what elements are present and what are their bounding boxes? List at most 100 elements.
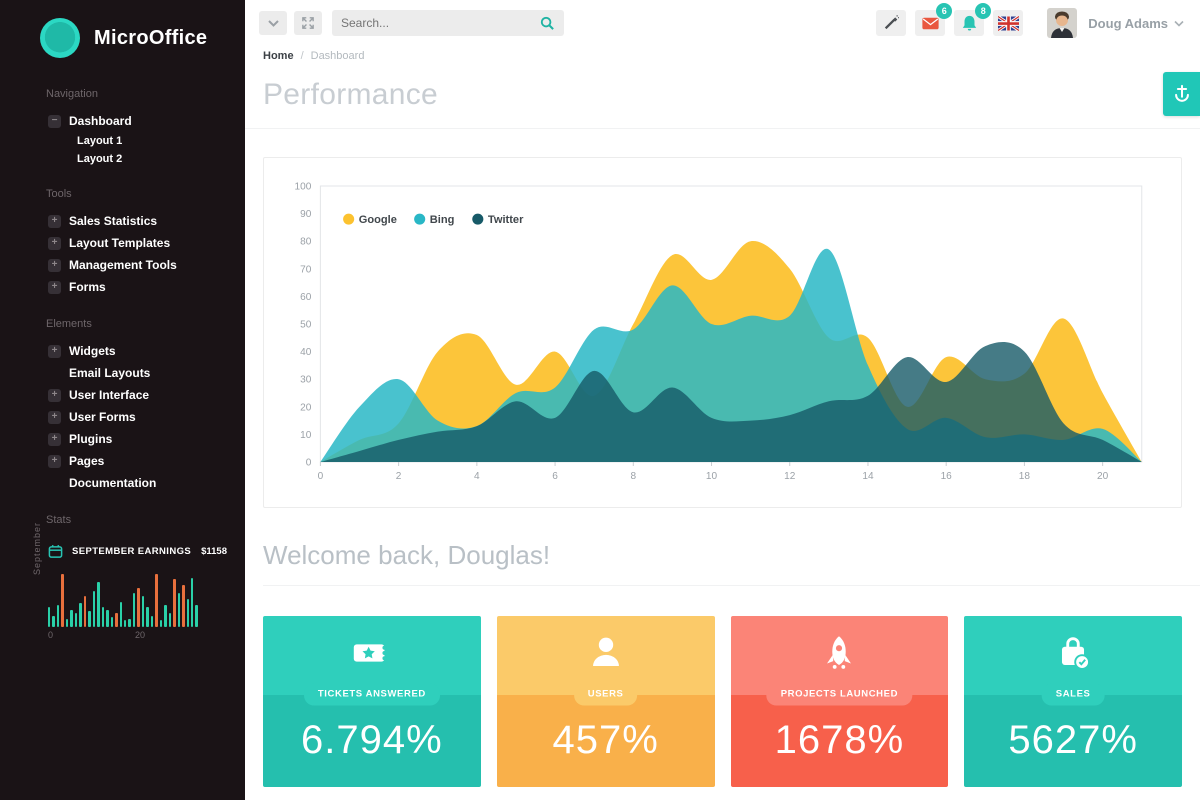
legend-dot-bing bbox=[414, 213, 426, 225]
y-axis-tick-label: 0 bbox=[306, 458, 312, 469]
y-axis-tick-label: 30 bbox=[300, 375, 312, 386]
envelope-icon bbox=[922, 17, 939, 29]
sidebar-item-widgets[interactable]: + Widgets bbox=[0, 340, 245, 362]
breadcrumb-current: Dashboard bbox=[310, 50, 365, 62]
main-content: 6 8 bbox=[245, 0, 1200, 800]
uk-flag-icon bbox=[997, 15, 1019, 31]
stat-card-projects-launched[interactable]: 1678% PROJECTS LAUNCHED bbox=[730, 616, 949, 787]
search-input[interactable] bbox=[341, 16, 540, 30]
sidebar-item-label: User Interface bbox=[69, 388, 150, 402]
sidebar-item-forms[interactable]: + Forms bbox=[0, 276, 245, 298]
sidebar-subitem-layout-2[interactable]: Layout 2 bbox=[77, 153, 123, 165]
search-icon[interactable] bbox=[540, 16, 555, 31]
sidebar-section-title-stats: Stats bbox=[46, 514, 72, 526]
fullscreen-button[interactable] bbox=[294, 11, 322, 35]
sparkline-bar bbox=[150, 615, 154, 627]
sidebar-item-documentation[interactable]: +Documentation bbox=[0, 472, 245, 494]
expand-icon[interactable]: + bbox=[48, 388, 61, 402]
sidebar-item-label: Widgets bbox=[69, 344, 116, 358]
app-title: MicroOffice bbox=[94, 26, 208, 49]
ticket-icon bbox=[349, 630, 395, 681]
sidebar-item-email-layouts[interactable]: +Email Layouts bbox=[0, 362, 245, 384]
x-axis-tick-label: 0 bbox=[318, 471, 324, 482]
sparkline-bar bbox=[61, 573, 64, 627]
sparkline-bar bbox=[146, 607, 149, 627]
expand-icon[interactable]: + bbox=[48, 454, 61, 468]
x-axis-tick-label: 14 bbox=[862, 471, 874, 482]
notifications-button[interactable]: 8 bbox=[954, 3, 992, 36]
sidebar-section-title-navigation: Navigation bbox=[46, 88, 98, 100]
stat-card-bottom: 5627% bbox=[964, 694, 1182, 787]
topbar: 6 8 bbox=[245, 0, 1200, 44]
sidebar-item-pages[interactable]: + Pages bbox=[0, 450, 245, 472]
expand-icon[interactable]: + bbox=[48, 432, 61, 446]
bag-check-icon bbox=[1050, 630, 1096, 681]
legend-label-twitter: Twitter bbox=[488, 214, 524, 226]
expand-icon[interactable]: + bbox=[48, 410, 61, 424]
sidebar-item-label: Documentation bbox=[69, 476, 157, 490]
welcome-divider bbox=[263, 585, 1200, 586]
sparkline-bar bbox=[182, 585, 185, 627]
stat-card-sales[interactable]: 5627% SALES bbox=[964, 616, 1182, 787]
sidebar-item-dashboard[interactable]: − Dashboard bbox=[0, 110, 245, 132]
legend-label-bing: Bing bbox=[430, 214, 455, 226]
sparkline-bar bbox=[123, 620, 127, 627]
expand-icon[interactable]: + bbox=[48, 214, 61, 228]
x-axis-tick-label: 8 bbox=[630, 471, 636, 482]
sparkline-bar bbox=[195, 604, 198, 627]
sparkline-bar bbox=[115, 613, 118, 627]
y-axis-tick-label: 20 bbox=[300, 402, 312, 413]
language-button[interactable] bbox=[993, 10, 1024, 36]
sparkline-bar bbox=[70, 610, 73, 627]
expand-icon[interactable]: + bbox=[48, 280, 61, 294]
stat-card-value: 5627% bbox=[1008, 718, 1138, 763]
sparkline-x-axis: 0 20 bbox=[48, 627, 198, 641]
breadcrumb-home[interactable]: Home bbox=[263, 50, 294, 62]
stat-card-label: USERS bbox=[573, 683, 638, 706]
logo[interactable]: MicroOffice bbox=[0, 0, 245, 68]
stat-card-bottom: 457% bbox=[496, 694, 715, 787]
collapse-menu-button[interactable] bbox=[259, 11, 287, 35]
user-chevron-down-icon bbox=[1174, 20, 1184, 27]
page-title-row: Performance bbox=[245, 66, 1200, 129]
sparkline-bar bbox=[177, 593, 181, 627]
collapse-icon[interactable]: − bbox=[48, 114, 61, 128]
performance-area-chart[interactable]: 0 10 20 30 40 50 60 70 80 90 100 0 2 4 6 8 10 12 14 16 18 20 G… bbox=[276, 174, 1169, 496]
expand-icon[interactable]: + bbox=[48, 236, 61, 250]
sidebar-item-label: Sales Statistics bbox=[69, 214, 158, 228]
sidebar-subitem-layout-1[interactable]: Layout 1 bbox=[77, 135, 123, 147]
stat-card-label: SALES bbox=[1041, 683, 1105, 706]
messages-button[interactable]: 6 bbox=[915, 3, 953, 36]
sparkline-bar bbox=[74, 613, 78, 627]
sparkline-bar bbox=[186, 599, 189, 627]
sparkline-bar bbox=[132, 593, 136, 627]
x-axis-tick-label: 2 bbox=[396, 471, 402, 482]
user-menu[interactable]: Doug Adams bbox=[1047, 8, 1184, 38]
sparkline-bar bbox=[88, 611, 91, 627]
stat-card-users[interactable]: 457% USERS bbox=[496, 616, 715, 787]
sidebar-item-plugins[interactable]: + Plugins bbox=[0, 428, 245, 450]
sidebar-section-title-tools: Tools bbox=[46, 188, 72, 200]
area-series-twitter bbox=[320, 342, 1142, 462]
legend-dot-google bbox=[343, 213, 355, 225]
welcome-heading: Welcome back, Douglas! bbox=[263, 540, 551, 570]
compose-button[interactable] bbox=[876, 10, 907, 36]
y-axis-tick-label: 100 bbox=[294, 182, 311, 193]
x-axis-tick-label: 20 bbox=[1097, 471, 1109, 482]
sparkline-bar bbox=[164, 604, 167, 627]
sidebar-item-label: Dashboard bbox=[69, 114, 132, 128]
sidebar-item-sales-statistics[interactable]: + Sales Statistics bbox=[0, 210, 245, 232]
sparkline-bar bbox=[128, 618, 131, 627]
expand-icon[interactable]: + bbox=[48, 258, 61, 272]
sidebar-item-layout-templates[interactable]: + Layout Templates bbox=[0, 232, 245, 254]
sidebar-item-user-forms[interactable]: + User Forms bbox=[0, 406, 245, 428]
settings-panel-toggle-button[interactable] bbox=[1163, 72, 1200, 116]
sidebar-item-user-interface[interactable]: + User Interface bbox=[0, 384, 245, 406]
earnings-sparkline: September 0 20 bbox=[32, 522, 198, 641]
expand-icon[interactable]: + bbox=[48, 344, 61, 358]
sidebar-item-management-tools[interactable]: + Management Tools bbox=[0, 254, 245, 276]
sidebar-item-label: Management Tools bbox=[69, 258, 177, 272]
x-axis-tick-label: 16 bbox=[941, 471, 953, 482]
stat-card-tickets-answered[interactable]: 6.794% TICKETS ANSWERED bbox=[263, 616, 481, 787]
legend-dot-twitter bbox=[472, 213, 484, 225]
